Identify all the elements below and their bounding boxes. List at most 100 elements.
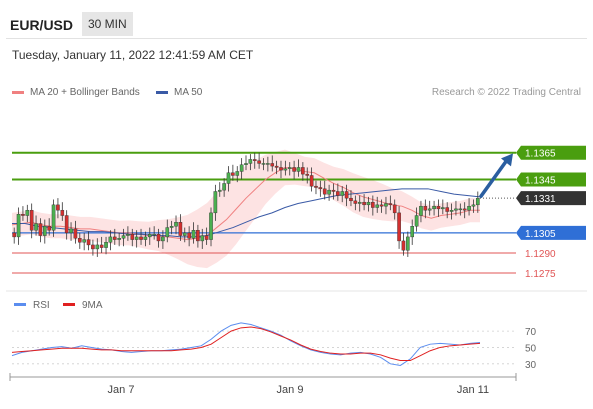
header-divider <box>6 38 587 39</box>
x-tick-label-1: Jan 9 <box>277 384 304 396</box>
candle-body <box>21 213 25 216</box>
x-tick-label-0: Jan 7 <box>108 384 135 396</box>
candle-body <box>196 230 200 242</box>
candle-body <box>51 204 56 231</box>
candle-body <box>77 238 82 243</box>
level-label-1.1290: 1.1290 <box>525 249 556 260</box>
candle-body <box>371 201 375 208</box>
candle-body <box>222 183 226 191</box>
candle-body <box>349 197 353 202</box>
candle-body <box>73 228 78 239</box>
ma20-swatch <box>12 90 24 94</box>
candle-body <box>432 205 436 210</box>
candle-body <box>257 160 261 164</box>
level-badge-1.1305 <box>516 225 586 240</box>
candle-body <box>147 234 152 238</box>
candle-body <box>25 209 30 216</box>
candle-body <box>34 223 38 231</box>
candle-body <box>357 201 362 204</box>
candle-body <box>287 167 292 169</box>
candle-body <box>427 208 432 211</box>
level-label-1.1331: 1.1331 <box>525 194 556 205</box>
candle-body <box>156 234 161 242</box>
candle-body <box>314 185 318 188</box>
candle-body <box>99 244 104 248</box>
level-label-1.1365: 1.1365 <box>525 149 556 160</box>
ma50-label: MA 50 <box>174 87 203 98</box>
x-tick-label-2: Jan 11 <box>457 384 489 396</box>
rsi-ma9-line <box>11 326 481 362</box>
candle-body <box>270 163 275 167</box>
level-label-1.1275: 1.1275 <box>525 269 556 280</box>
candle-body <box>401 240 406 251</box>
candle-body <box>161 236 165 242</box>
candle-body <box>266 163 270 165</box>
level-label-1.1345: 1.1345 <box>525 175 556 186</box>
rsi-legend-label: RSI <box>33 300 50 311</box>
candle-body <box>143 236 148 240</box>
candle-body <box>441 207 445 210</box>
ma20-line <box>11 166 480 241</box>
level-badge-1.1331 <box>516 191 586 206</box>
chart-header: EUR/USD 30 MIN <box>0 0 593 40</box>
legend-ma20: MA 20 + Bollinger Bands <box>12 87 140 98</box>
candle-body <box>410 226 415 238</box>
candle-body <box>38 223 43 236</box>
rsi9-legend-label: 9MA <box>82 300 103 311</box>
candle-body <box>126 234 130 236</box>
forecast-arrow-shaft <box>479 159 508 198</box>
candle-body <box>331 189 336 192</box>
candle-body <box>252 159 257 161</box>
candle-body <box>344 191 349 199</box>
candle-body <box>449 209 454 212</box>
candle-body <box>174 222 178 227</box>
candle-body <box>12 232 16 238</box>
ma50-swatch <box>156 90 168 94</box>
candle-body <box>436 205 441 210</box>
candle-body <box>239 164 244 172</box>
candle-body <box>82 239 86 243</box>
candle-body <box>353 200 358 204</box>
candle-body <box>64 215 69 234</box>
candle-body <box>187 232 191 239</box>
candle-body <box>296 167 301 172</box>
candle-body <box>454 208 458 211</box>
candle-body <box>29 209 34 231</box>
candle-body <box>244 163 248 165</box>
candle-body <box>217 189 222 192</box>
candle-body <box>204 235 209 240</box>
candle-body <box>471 204 476 207</box>
ma50-line <box>12 188 481 238</box>
rsi-tick-label-30: 30 <box>525 360 537 371</box>
candle-body <box>121 235 126 239</box>
candle-body <box>327 189 331 195</box>
candle-body <box>152 234 156 236</box>
symbol-title: EUR/USD <box>10 17 74 33</box>
candle-body <box>467 205 471 211</box>
candle-body <box>423 205 428 211</box>
candle-body <box>108 236 113 243</box>
candle-body <box>274 165 279 168</box>
candle-body <box>397 212 401 242</box>
candle-body <box>279 167 283 171</box>
rsi-line <box>11 322 481 366</box>
candle-body <box>336 191 340 196</box>
candle-body <box>86 239 91 246</box>
candles-group <box>12 152 480 257</box>
candle-body <box>322 188 327 195</box>
candle-body <box>139 236 143 240</box>
candle-body <box>406 236 410 251</box>
candle-body <box>261 163 266 165</box>
candle-body <box>112 236 117 240</box>
candle-body <box>340 191 345 196</box>
candle-body <box>213 191 218 214</box>
timeframe-badge[interactable]: 30 MIN <box>82 12 133 36</box>
forecast-arrow-head <box>501 153 513 167</box>
candle-body <box>384 203 388 207</box>
candle-body <box>43 226 47 236</box>
candle-body <box>445 207 449 212</box>
candle-body <box>117 238 121 240</box>
candle-body <box>191 230 196 239</box>
candle-body <box>375 204 380 208</box>
